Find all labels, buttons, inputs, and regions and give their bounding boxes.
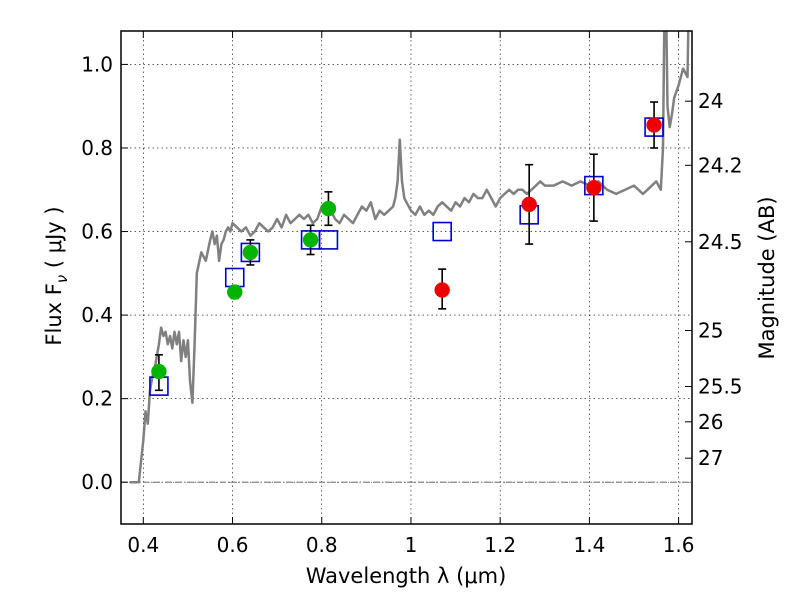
green-data-point: [302, 232, 319, 248]
model-spectrum: [129, 31, 690, 484]
y2-tick-label: 24.2: [698, 153, 743, 177]
y-axis-label: Flux Fν ( μJy ): [42, 206, 71, 345]
y-tick-label: 0.4: [81, 303, 113, 327]
red-data-point: [646, 117, 662, 133]
y2-tick-label: 25.5: [698, 375, 743, 399]
x-tick-label: 1.6: [663, 533, 695, 557]
model-photometry-squares: [149, 117, 664, 396]
y2-tick-label: 26: [698, 410, 723, 434]
y-axis-ticks: 0.0 0.2 0.4 0.6 0.8 1.0: [81, 52, 128, 494]
x-tick-label: 0.6: [217, 533, 249, 557]
x-axis-ticks: 0.4 0.6 0.8 1 1.2 1.4 1.6: [127, 31, 695, 557]
y-tick-label: 0.0: [81, 470, 113, 494]
y2-axis-label: Magnitude (AB): [755, 196, 779, 359]
y2-tick-label: 24.5: [698, 230, 743, 254]
x-tick-label: 0.4: [127, 533, 159, 557]
error-bars: [154, 101, 659, 392]
plot-frame: [120, 30, 693, 525]
y-tick-label: 0.2: [81, 387, 113, 411]
y-tick-label: 1.0: [81, 52, 113, 76]
green-data-point: [242, 244, 259, 261]
x-tick-label: 1: [405, 533, 418, 557]
y2-tick-label: 25: [698, 319, 723, 343]
x-tick-label: 0.8: [306, 533, 338, 557]
y2-tick-label: 27: [698, 446, 723, 470]
model-square-marker: [318, 230, 339, 250]
y-tick-label: 0.6: [81, 220, 113, 244]
y-axis-label-sub: ν: [53, 275, 71, 283]
model-square-marker: [432, 221, 452, 242]
x-tick-label: 1.4: [573, 533, 605, 557]
red-data-point: [586, 179, 602, 196]
y-axis-label-main: Flux F: [42, 283, 66, 345]
model-square-marker: [224, 267, 245, 288]
model-spectrum-line: [129, 31, 690, 484]
grid: [121, 31, 692, 524]
x-tick-label: 1.2: [484, 533, 516, 557]
x-axis-label: Wavelength λ (μm): [306, 564, 507, 588]
red-data-point: [434, 282, 450, 298]
y2-axis-ticks: 24 24.2 24.5 25 25.5 26 27: [685, 89, 743, 470]
green-data-point: [227, 284, 243, 300]
red-data-point: [521, 196, 537, 213]
y-tick-label: 0.8: [81, 136, 113, 160]
y-axis-label-units: ( μJy ): [42, 206, 66, 274]
green-data-point: [320, 200, 337, 217]
y2-tick-label: 24: [698, 89, 723, 113]
observed-points: [151, 117, 662, 380]
green-data-point: [151, 363, 167, 380]
